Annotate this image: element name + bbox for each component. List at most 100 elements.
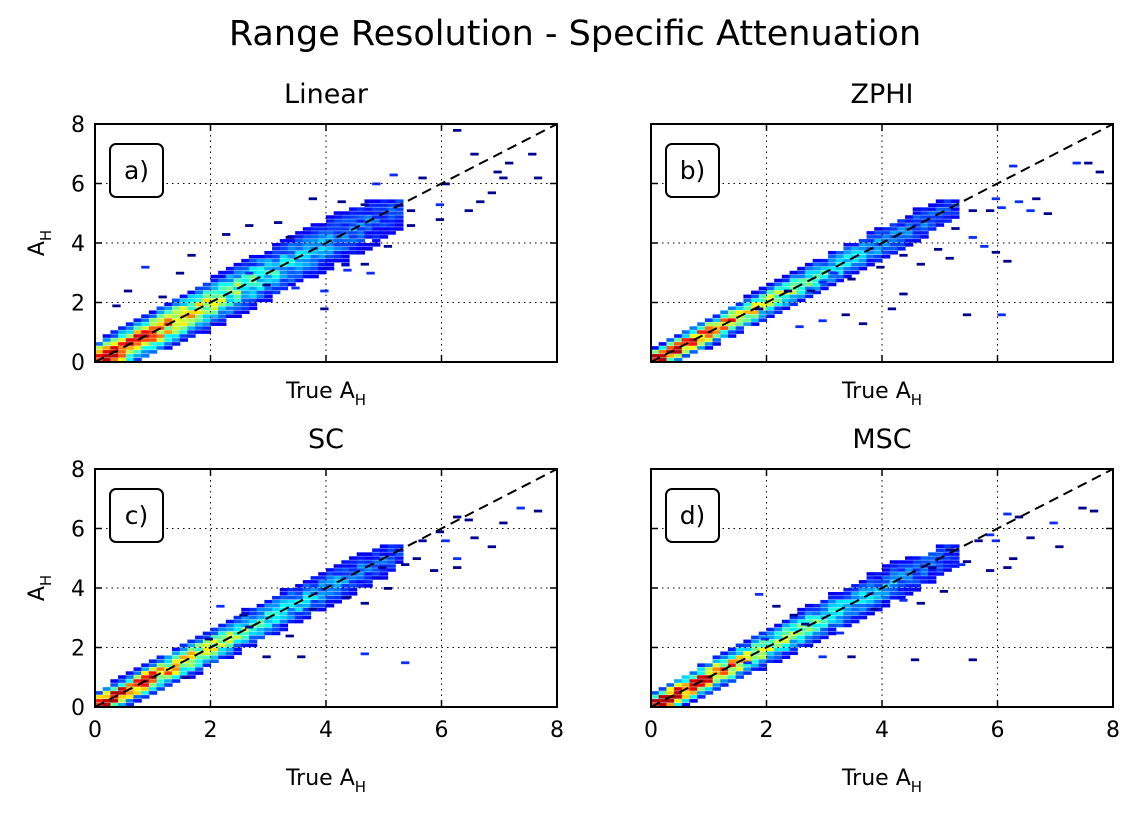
- y-tick-label: 6: [71, 173, 85, 198]
- heatmap-bin: [712, 659, 721, 663]
- heatmap-bin: [333, 231, 342, 235]
- heatmap-bin: [674, 695, 683, 699]
- heatmap-bin: [797, 278, 806, 283]
- heatmap-bin: [889, 227, 898, 231]
- heatmap-bin: [674, 350, 683, 354]
- heatmap-bin: [697, 346, 706, 350]
- heatmap-outlier-bin: [939, 589, 949, 593]
- heatmap-bin: [820, 607, 829, 612]
- heatmap-outlier-bin: [1014, 200, 1024, 204]
- heatmap-bin: [789, 294, 798, 299]
- heatmap-bin: [751, 294, 760, 299]
- heatmap-bin: [341, 568, 350, 572]
- heatmap-bin: [843, 607, 852, 612]
- heatmap-bin: [666, 691, 675, 695]
- heatmap-bin: [735, 655, 744, 660]
- heatmap-bin: [387, 215, 396, 219]
- heatmap-bin: [133, 354, 142, 358]
- heatmap-bin: [797, 631, 806, 636]
- heatmap-bin: [674, 679, 683, 683]
- heatmap-outlier-bin: [533, 176, 543, 180]
- heatmap-bin: [897, 580, 906, 584]
- heatmap-bin: [302, 584, 312, 588]
- heatmap-bin: [720, 671, 729, 675]
- heatmap-bin: [379, 560, 389, 564]
- heatmap-outlier-bin: [957, 563, 966, 566]
- heatmap-outlier-bin: [887, 307, 897, 311]
- heatmap-bin: [905, 584, 914, 588]
- heatmap-bin: [95, 354, 104, 358]
- heatmap-bin: [372, 223, 381, 227]
- panel-label: b): [680, 156, 706, 185]
- heatmap-bin: [828, 619, 837, 624]
- heatmap-bin: [797, 270, 806, 275]
- heatmap-bin: [110, 703, 119, 707]
- heatmap-outlier-bin: [1032, 197, 1041, 201]
- heatmap-bin: [364, 227, 373, 231]
- heatmap-outlier-bin: [389, 545, 398, 549]
- heatmap-outlier-bin: [204, 637, 214, 641]
- heatmap-bin: [133, 358, 142, 362]
- heatmap-bin: [356, 250, 366, 255]
- heatmap-bin: [774, 639, 783, 644]
- heatmap-bin: [179, 318, 188, 322]
- heatmap-bin: [812, 258, 821, 263]
- heatmap-bin: [295, 274, 304, 279]
- heatmap-bin: [681, 330, 691, 334]
- heatmap-bin: [674, 687, 683, 691]
- heatmap-bin: [651, 346, 660, 350]
- heatmap-bin: [851, 611, 860, 616]
- heatmap-bin: [812, 607, 821, 612]
- heatmap-bin: [187, 326, 196, 330]
- heatmap-bin: [704, 322, 714, 326]
- heatmap-bin: [812, 262, 821, 267]
- heatmap-bin: [712, 683, 721, 687]
- heatmap-bin: [318, 227, 327, 231]
- heatmap-bin: [118, 326, 127, 330]
- heatmap-bin: [812, 615, 821, 620]
- heatmap-bin: [812, 619, 821, 624]
- heatmap-bin: [171, 675, 181, 679]
- heatmap-bin: [720, 679, 729, 683]
- heatmap-outlier-bin: [418, 539, 427, 543]
- heatmap-bin: [356, 556, 366, 560]
- heatmap-bin: [148, 683, 158, 687]
- heatmap-bin: [804, 627, 814, 632]
- heatmap-bin: [210, 278, 219, 283]
- heatmap-bin: [279, 595, 289, 600]
- heatmap-bin: [341, 262, 350, 267]
- heatmap-bin: [248, 643, 258, 648]
- heatmap-bin: [256, 607, 265, 612]
- heatmap-bin: [395, 215, 404, 219]
- heatmap-bin: [727, 663, 737, 667]
- heatmap-bin: [148, 350, 158, 354]
- heatmap-outlier-bin: [516, 506, 525, 510]
- heatmap-outlier-bin: [910, 658, 920, 662]
- heatmap-bin: [279, 274, 289, 279]
- heatmap-bin: [928, 215, 937, 219]
- heatmap-bin: [372, 219, 381, 223]
- heatmap-bin: [820, 631, 829, 636]
- heatmap-bin: [943, 215, 952, 219]
- heatmap-bin: [341, 572, 350, 576]
- heatmap-bin: [341, 243, 350, 247]
- heatmap-bin: [195, 314, 204, 318]
- heatmap-bin: [812, 270, 821, 275]
- heatmap-bin: [325, 250, 335, 255]
- heatmap-bin: [279, 623, 289, 628]
- heatmap-outlier-bin: [123, 289, 133, 293]
- heatmap-bin: [364, 584, 373, 588]
- heatmap-bin: [387, 568, 396, 572]
- heatmap-bin: [202, 290, 212, 295]
- heatmap-bin: [125, 679, 135, 683]
- heatmap-bin: [310, 250, 319, 255]
- heatmap-bin: [325, 576, 335, 580]
- heatmap-bin: [758, 655, 768, 660]
- heatmap-bin: [195, 310, 204, 315]
- heatmap-bin: [318, 270, 327, 275]
- heatmap-bin: [218, 282, 227, 287]
- heatmap-bin: [333, 572, 342, 576]
- heatmap-bin: [349, 588, 358, 592]
- heatmap-bin: [225, 643, 235, 648]
- heatmap-bin: [125, 699, 135, 703]
